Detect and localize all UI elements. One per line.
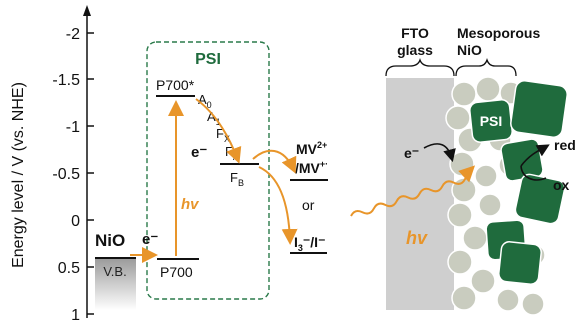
axis-title: Energy level / V (vs. NHE)	[10, 82, 27, 268]
tick-label: -0.5	[52, 166, 80, 183]
meso-label-2: NiO	[457, 42, 482, 58]
psi-box-label: PSI	[195, 51, 221, 68]
meso-brace	[455, 57, 517, 77]
electron-transfer-arrows: hv	[130, 98, 298, 263]
tick-label: -1.5	[52, 72, 80, 89]
mv-label-line1: MV2+	[296, 140, 327, 157]
a0-label: A0	[198, 92, 212, 110]
tick-label: -1	[66, 119, 80, 136]
hv-label-left: hv	[181, 196, 200, 213]
fx-label: FX	[216, 126, 230, 144]
hv-label-right: hv	[406, 228, 428, 248]
electrode-schematic: FTO glass Mesoporous NiO	[350, 25, 576, 316]
nio-vb-band	[95, 258, 136, 310]
electron-label-left: e⁻	[142, 231, 158, 248]
iodide-label: I3⁻/I⁻	[294, 234, 325, 253]
tick-label: 0.5	[58, 260, 80, 277]
fto-label-2: glass	[397, 42, 433, 58]
electron-label-right: e⁻	[404, 145, 419, 161]
tick-label: -2	[66, 26, 80, 43]
arrow-cascade	[195, 98, 242, 164]
energy-axis: -2 -1.5 -1 -0.5 0 0.5 1 Energy level / V…	[10, 5, 94, 321]
vb-label: V.B.	[103, 264, 126, 279]
meso-label-1: Mesoporous	[457, 25, 540, 41]
electron-label-mid: e⁻	[191, 144, 207, 161]
arrow-to-iodide	[258, 166, 298, 245]
p700-star-label: P700*	[156, 77, 195, 93]
fb-label: FB	[230, 170, 244, 188]
tick-label: 0	[71, 213, 80, 230]
tick-label: 1	[71, 307, 80, 321]
or-label: or	[302, 197, 315, 213]
oxidation-arrow	[520, 165, 547, 181]
reduction-arrow	[520, 144, 550, 167]
electron-arrow	[423, 143, 456, 163]
fto-brace	[385, 57, 455, 77]
nio-label: NiO	[95, 231, 125, 250]
psi-box	[146, 41, 270, 300]
psi-complexes	[469, 80, 568, 285]
axis-arrow-icon	[83, 5, 91, 16]
red-label: red	[554, 137, 576, 153]
p700-label: P700	[160, 264, 193, 280]
arrow-to-mv	[252, 149, 297, 174]
light-wave-arrow	[350, 165, 476, 217]
fto-label-1: FTO	[401, 25, 429, 41]
mv-label-line2: /MV+·	[295, 159, 328, 176]
ox-label: ox	[553, 177, 570, 193]
psi-block-label: PSI	[480, 113, 503, 129]
